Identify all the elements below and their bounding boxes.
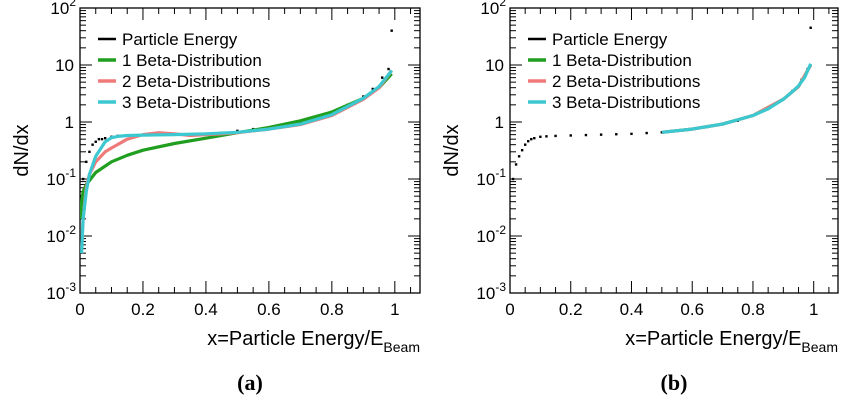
y-tick-label: 1 <box>495 113 504 132</box>
y-tick-label: 10-2 <box>476 223 506 246</box>
data-point <box>615 133 618 136</box>
y-tick-label: 10 <box>55 56 74 75</box>
x-tick-label: 0.6 <box>680 300 704 319</box>
chart-panel-a: 0 0.2 0.4 0.6 0.8 1 10-3 10-2 10-1 1 10 102 dN/dx x=P… <box>11 0 421 395</box>
y-tick-label: 10-1 <box>476 166 506 189</box>
data-layer <box>80 29 393 254</box>
x-tick-label: 1 <box>809 300 818 319</box>
data-point <box>387 67 390 71</box>
legend-entry: Particle Energy <box>122 30 238 49</box>
data-point <box>809 26 812 29</box>
x-tick-label: 0.2 <box>131 300 155 319</box>
legend-entry: 3 Beta-Distributions <box>552 93 700 112</box>
data-point <box>97 137 101 141</box>
x-tick-label: 0.8 <box>320 300 344 319</box>
panel-label: (a) <box>237 370 263 395</box>
legend-entry: 3 Beta-Distributions <box>122 93 270 112</box>
y-tick-label: 102 <box>50 0 76 18</box>
x-tick-label: 0.2 <box>559 300 583 319</box>
y-tick-label: 10-2 <box>46 223 76 246</box>
chart-panel-b: 0 0.2 0.4 0.6 0.8 1 10-3 10-2 10-1 1 10 102 dN/dx x=P… <box>441 0 839 395</box>
x-tick-label: 0.6 <box>257 300 281 319</box>
data-point <box>85 160 88 164</box>
x-axis-label: x=Particle Energy/EBeam <box>207 328 420 355</box>
data-point <box>103 136 107 140</box>
x-tick-label: 0 <box>505 300 514 319</box>
data-point <box>645 131 648 135</box>
y-tick-label: 10-1 <box>46 166 76 189</box>
y-axis-label: dN/dx <box>11 124 33 176</box>
legend-entry: 2 Beta-Distributions <box>122 72 270 91</box>
y-tick-label: 10-3 <box>476 280 506 303</box>
data-point <box>81 177 85 181</box>
y-tick-label: 10 <box>485 56 504 75</box>
data-point <box>94 140 97 143</box>
data-point <box>630 132 633 136</box>
data-point <box>545 135 548 138</box>
series-line <box>80 69 393 254</box>
data-point <box>584 133 588 137</box>
legend-entry: Particle Energy <box>552 30 668 49</box>
x-tick-label: 0.4 <box>620 300 644 319</box>
data-point <box>381 76 384 79</box>
data-point <box>554 134 557 138</box>
legend: Particle Energy 1 Beta-Distribution 2 Beta… <box>528 30 700 112</box>
data-point <box>514 163 518 166</box>
x-tick-label: 1 <box>390 300 399 319</box>
series-line <box>661 63 813 134</box>
data-point <box>527 140 530 143</box>
data-point <box>523 143 527 146</box>
data-point <box>511 177 515 181</box>
data-point <box>660 131 664 134</box>
legend: Particle Energy 1 Beta-Distribution 2 Beta… <box>98 30 270 112</box>
x-tick-label: 0.8 <box>741 300 765 319</box>
y-tick-label: 10-3 <box>46 280 76 303</box>
data-point <box>520 149 524 152</box>
panel-label: (b) <box>661 370 688 395</box>
data-point <box>530 137 533 141</box>
data-point <box>91 143 94 146</box>
data-point <box>390 29 393 32</box>
data-point <box>533 136 536 140</box>
data-point <box>88 150 91 154</box>
x-tick-label: 0 <box>75 300 84 319</box>
y-tick-label: 102 <box>480 0 506 18</box>
plot-frame <box>509 7 839 294</box>
x-tick-label: 0.4 <box>194 300 218 319</box>
data-point <box>100 137 104 141</box>
data-point <box>371 87 374 91</box>
data-point <box>517 155 521 158</box>
y-tick-label: 1 <box>65 113 74 132</box>
legend-entry: 1 Beta-Distribution <box>122 51 262 70</box>
legend-entry: 1 Beta-Distribution <box>552 51 692 70</box>
data-point <box>569 134 572 137</box>
data-point <box>539 135 542 138</box>
legend-entry: 2 Beta-Distributions <box>552 72 700 91</box>
y-axis-label: dN/dx <box>441 124 463 176</box>
x-axis-label: x=Particle Energy/EBeam <box>625 328 838 355</box>
data-point <box>599 133 603 136</box>
plot-frame <box>79 7 421 294</box>
data-layer <box>511 26 813 181</box>
